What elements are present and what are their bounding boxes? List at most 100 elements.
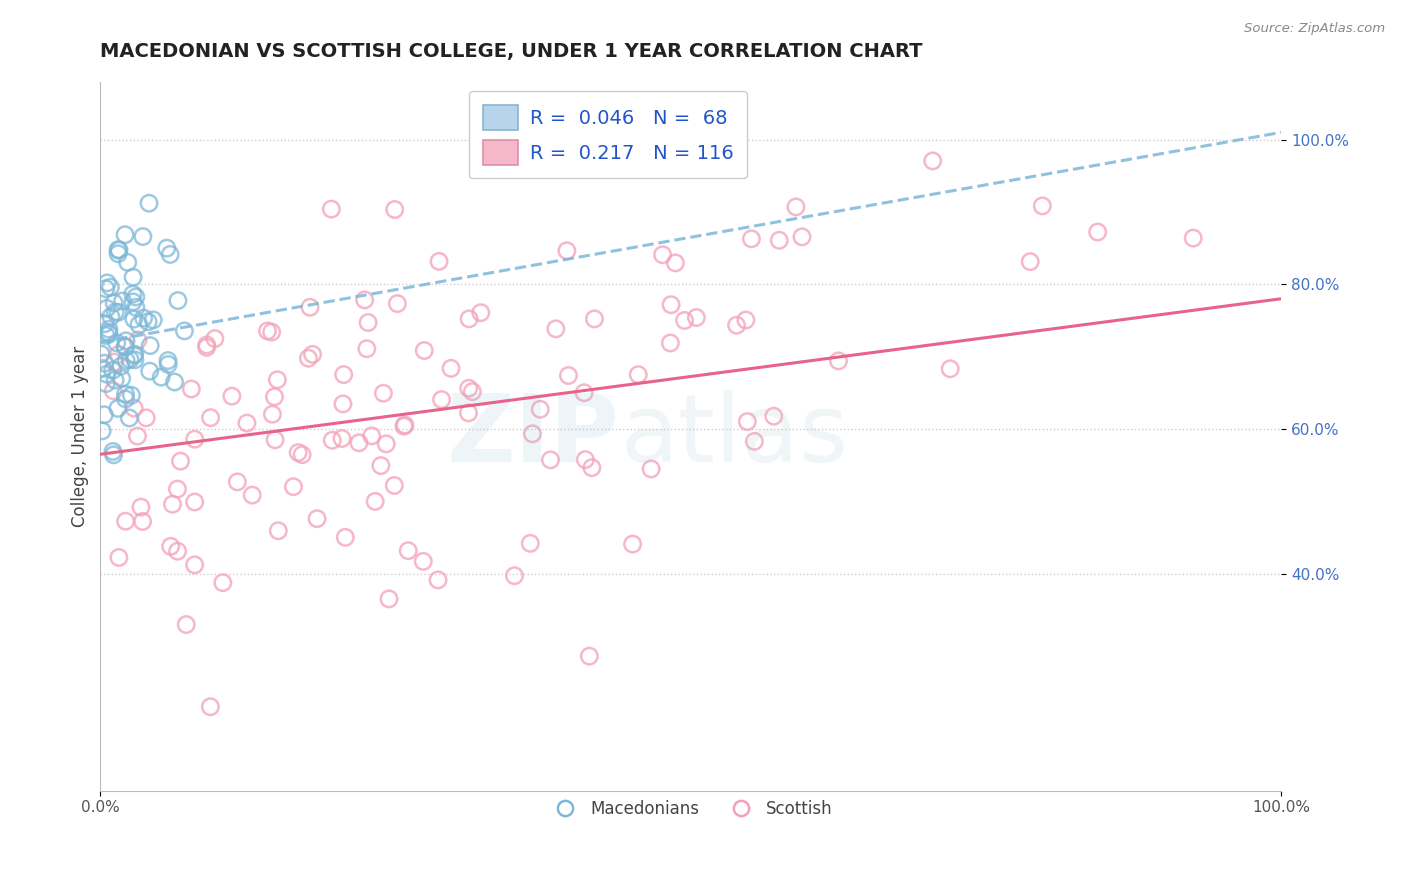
Point [287, 445, 309, 459]
Point [174, 617, 197, 632]
Point [124, 348, 146, 362]
Point [725, 318, 748, 333]
Point [503, 568, 526, 582]
Point [384, 202, 406, 217]
Point [226, 475, 249, 489]
Point [396, 543, 419, 558]
Point [114, 392, 136, 406]
Point [364, 494, 387, 508]
Point [544, 322, 567, 336]
Point [572, 385, 595, 400]
Point [127, 333, 149, 347]
Point [370, 458, 392, 473]
Point [107, 305, 129, 319]
Point [266, 373, 288, 387]
Point [260, 325, 283, 339]
Point [347, 435, 370, 450]
Point [103, 296, 125, 310]
Point [97, 327, 120, 342]
Point [1182, 231, 1205, 245]
Point [387, 296, 409, 310]
Point [157, 358, 180, 372]
Point [94, 317, 117, 331]
Point [375, 437, 398, 451]
Point [353, 293, 375, 307]
Point [790, 230, 813, 244]
Point [104, 305, 127, 319]
Point [120, 352, 142, 367]
Point [321, 202, 343, 216]
Point [166, 544, 188, 558]
Point [332, 368, 354, 382]
Point [939, 361, 962, 376]
Point [138, 196, 160, 211]
Point [659, 336, 682, 351]
Point [659, 298, 682, 312]
Point [114, 227, 136, 242]
Point [264, 433, 287, 447]
Point [427, 573, 450, 587]
Point [101, 363, 124, 377]
Point [413, 343, 436, 358]
Point [291, 448, 314, 462]
Point [97, 322, 120, 336]
Point [574, 452, 596, 467]
Point [640, 462, 662, 476]
Point [785, 200, 807, 214]
Point [470, 306, 492, 320]
Point [735, 313, 758, 327]
Point [236, 416, 259, 430]
Point [111, 371, 134, 385]
Point [166, 482, 188, 496]
Point [673, 313, 696, 327]
Point [768, 233, 790, 247]
Point [1087, 225, 1109, 239]
Point [169, 454, 191, 468]
Point [737, 415, 759, 429]
Point [457, 381, 479, 395]
Point [921, 153, 943, 168]
Point [211, 575, 233, 590]
Point [458, 311, 481, 326]
Point [221, 389, 243, 403]
Point [94, 328, 117, 343]
Point [94, 282, 117, 296]
Point [124, 352, 146, 367]
Point [131, 515, 153, 529]
Point [297, 351, 319, 366]
Point [183, 495, 205, 509]
Point [382, 478, 405, 492]
Point [540, 453, 562, 467]
Point [114, 340, 136, 354]
Point [115, 353, 138, 368]
Point [107, 401, 129, 416]
Point [110, 359, 132, 373]
Point [461, 384, 484, 399]
Point [132, 229, 155, 244]
Point [107, 348, 129, 362]
Point [156, 241, 179, 255]
Point [263, 390, 285, 404]
Point [301, 347, 323, 361]
Point [108, 550, 131, 565]
Point [132, 311, 155, 326]
Point [139, 338, 162, 352]
Point [529, 402, 551, 417]
Text: atlas: atlas [620, 390, 848, 483]
Point [163, 375, 186, 389]
Point [104, 373, 127, 387]
Point [125, 290, 148, 304]
Point [664, 256, 686, 270]
Point [360, 429, 382, 443]
Point [90, 347, 112, 361]
Point [101, 444, 124, 458]
Point [180, 382, 202, 396]
Point [136, 315, 159, 329]
Point [583, 311, 606, 326]
Point [128, 318, 150, 332]
Point [762, 409, 785, 424]
Point [307, 511, 329, 525]
Point [321, 434, 343, 448]
Y-axis label: College, Under 1 year: College, Under 1 year [72, 345, 89, 527]
Point [96, 367, 118, 381]
